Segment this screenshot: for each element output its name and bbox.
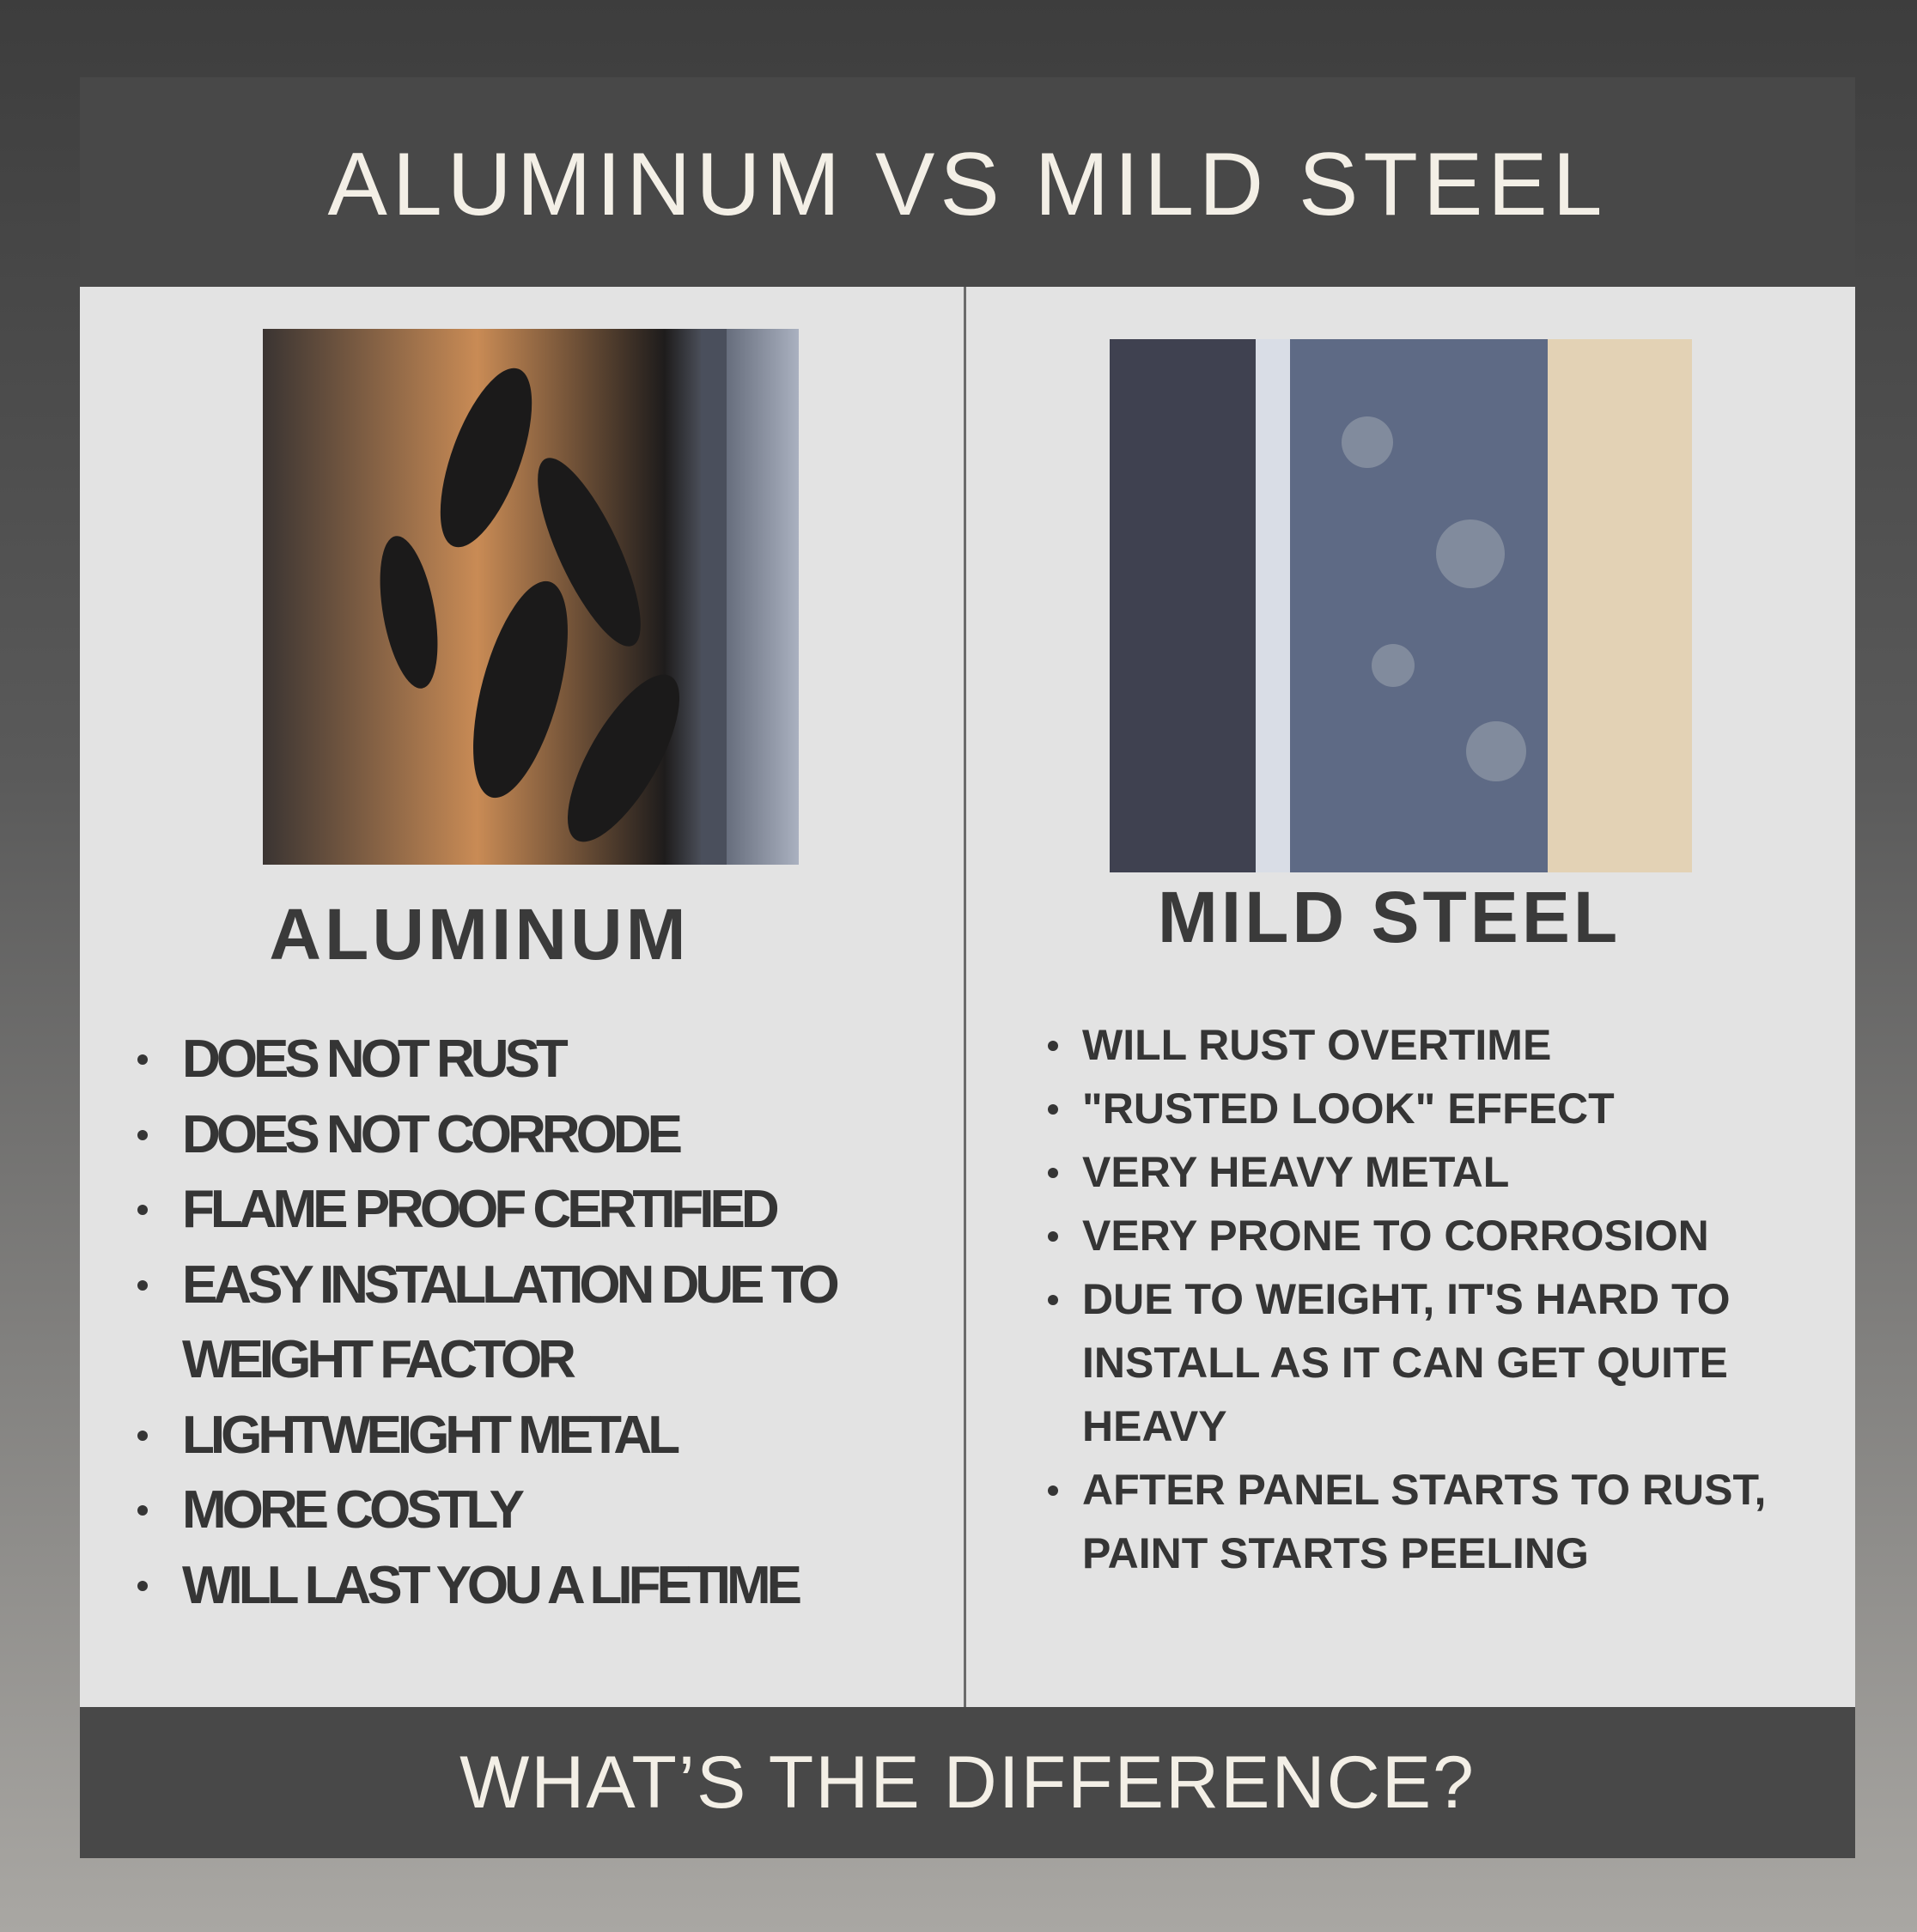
- aluminum-photo: [263, 329, 799, 865]
- list-item: VERY PRONE TO CORROSION: [1048, 1204, 1786, 1267]
- list-item: WILL LAST YOU A LIFETIME: [137, 1548, 861, 1624]
- list-item: FLAME PROOF CERTIFIED: [137, 1172, 861, 1248]
- list-item: DOES NOT RUST: [137, 1022, 861, 1097]
- list-item: DOES NOT CORRODE: [137, 1097, 861, 1173]
- mild-steel-heading: MILD STEEL: [1157, 877, 1622, 957]
- footer-text: WHAT’S THE DIFFERENCE?: [459, 1741, 1476, 1824]
- list-item: LIGHTWEIGHT METAL: [137, 1398, 861, 1473]
- mild-steel-photo: [1110, 339, 1692, 872]
- aluminum-heading: ALUMINUM: [269, 894, 690, 975]
- footer-band: [80, 1707, 1855, 1858]
- list-item: "RUSTED LOOK" EFFECT: [1048, 1077, 1786, 1140]
- list-item: DUE TO WEIGHT, IT'S HARD TO INSTALL AS I…: [1048, 1267, 1786, 1458]
- list-item: EASY INSTALLATION DUE TO WEIGHT FACTOR: [137, 1248, 861, 1398]
- header-band: [80, 77, 1855, 287]
- title: ALUMINUM VS MILD STEEL: [327, 135, 1608, 234]
- list-item: AFTER PANEL STARTS TO RUST, PAINT STARTS…: [1048, 1458, 1786, 1585]
- aluminum-list: DOES NOT RUST DOES NOT CORRODE FLAME PROOF…: [137, 1022, 861, 1624]
- list-item: MORE COSTLY: [137, 1473, 861, 1548]
- list-item: WILL RUST OVERTIME: [1048, 1013, 1786, 1077]
- divider: [964, 287, 966, 1707]
- mild-steel-list: WILL RUST OVERTIME "RUSTED LOOK" EFFECT VE…: [1048, 1013, 1786, 1585]
- list-item: VERY HEAVY METAL: [1048, 1140, 1786, 1204]
